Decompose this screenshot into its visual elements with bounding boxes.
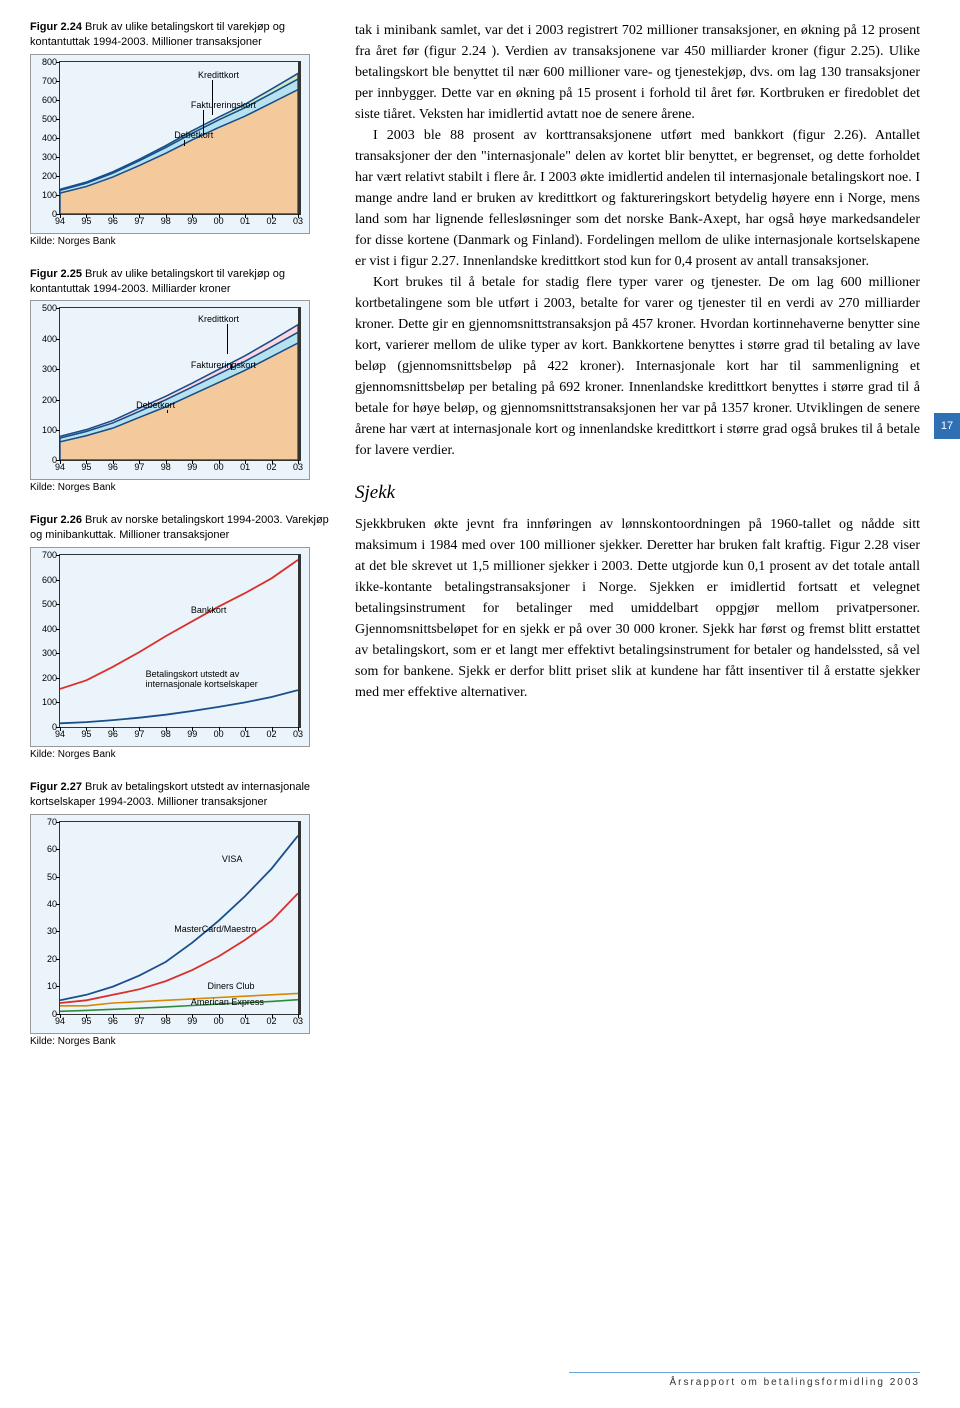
figure-2-27: Figur 2.27 Bruk av betalingskort utstedt…: [30, 780, 330, 1047]
figure-2-27-source: Kilde: Norges Bank: [30, 1036, 330, 1047]
paragraph-2: I 2003 ble 88 prosent av korttransaksjon…: [355, 125, 920, 272]
paragraph-1: tak i minibank samlet, var det i 2003 re…: [355, 20, 920, 125]
figure-2-25-source: Kilde: Norges Bank: [30, 482, 330, 493]
figure-2-26-source: Kilde: Norges Bank: [30, 749, 330, 760]
figure-2-25-caption: Figur 2.25 Bruk av ulike betalingskort t…: [30, 267, 330, 297]
body-text-column: tak i minibank samlet, var det i 2003 re…: [355, 20, 920, 1067]
figure-2-26-chart: 0100200300400500600700949596979899000102…: [30, 547, 310, 747]
figure-2-25: Figur 2.25 Bruk av ulike betalingskort t…: [30, 267, 330, 494]
page-number-tab: 17: [934, 413, 960, 439]
figure-2-27-caption: Figur 2.27 Bruk av betalingskort utstedt…: [30, 780, 330, 810]
figure-2-25-chart: 010020030040050094959697989900010203Kred…: [30, 300, 310, 480]
figures-column: Figur 2.24 Bruk av ulike betalingskort t…: [30, 20, 330, 1067]
figure-2-24-chart: 0100200300400500600700800949596979899000…: [30, 54, 310, 234]
paragraph-3: Kort brukes til å betale for stadig fler…: [355, 272, 920, 461]
figure-2-27-chart: 01020304050607094959697989900010203VISAM…: [30, 814, 310, 1034]
section-heading-sjekk: Sjekk: [355, 479, 920, 508]
page-footer: Årsrapport om betalingsformidling 2003: [569, 1372, 920, 1388]
figure-2-24-source: Kilde: Norges Bank: [30, 236, 330, 247]
figure-2-26-caption: Figur 2.26 Bruk av norske betalingskort …: [30, 513, 330, 543]
figure-2-24-caption: Figur 2.24 Bruk av ulike betalingskort t…: [30, 20, 330, 50]
figure-2-26: Figur 2.26 Bruk av norske betalingskort …: [30, 513, 330, 760]
figure-2-24: Figur 2.24 Bruk av ulike betalingskort t…: [30, 20, 330, 247]
paragraph-4: Sjekkbruken økte jevnt fra innføringen a…: [355, 514, 920, 703]
